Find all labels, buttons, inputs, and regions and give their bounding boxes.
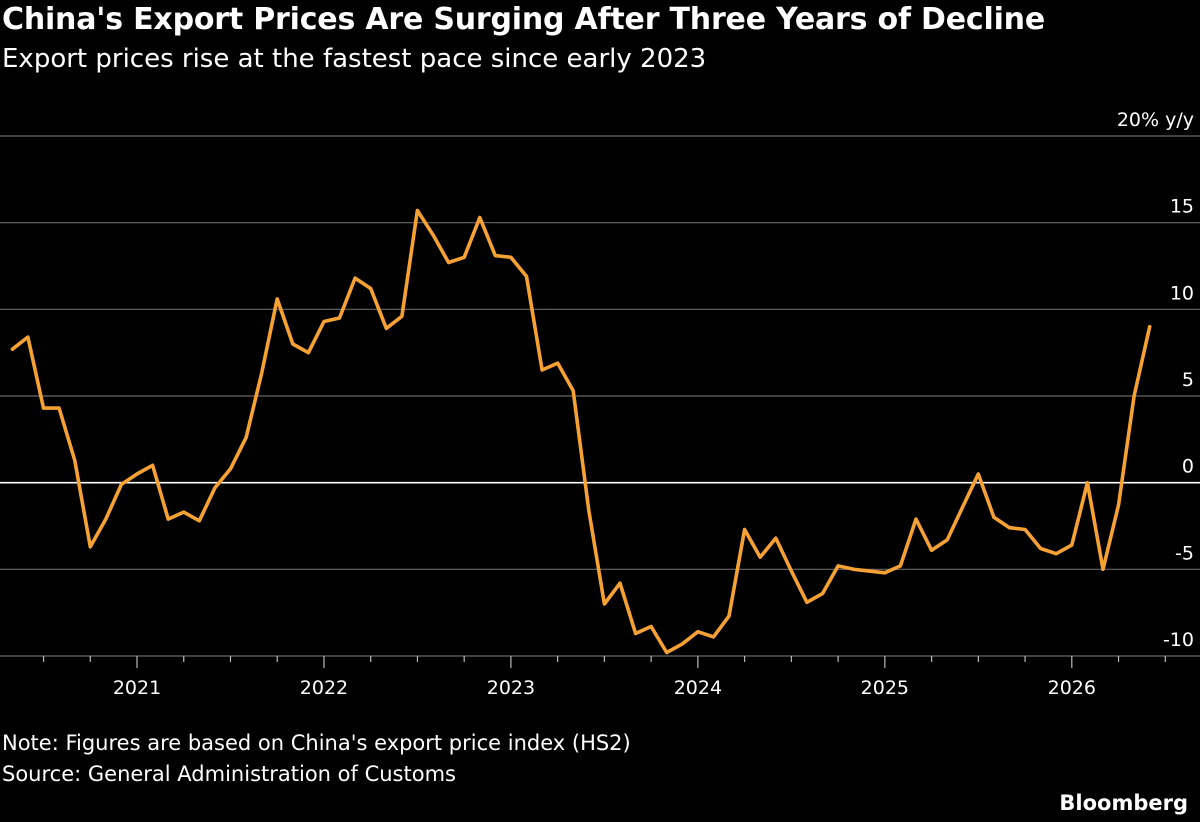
x-tick-label: 2025: [861, 677, 909, 699]
bloomberg-logo: Bloomberg: [1059, 791, 1188, 815]
y-tick-label: -5: [1175, 542, 1194, 564]
chart-note: Note: Figures are based on China's expor…: [2, 731, 631, 755]
y-tick-label: 0: [1182, 456, 1194, 478]
y-tick-label: -10: [1163, 629, 1194, 651]
x-tick-label: 2021: [113, 677, 161, 699]
x-tick-label: 2022: [300, 677, 348, 699]
export-price-line: [10, 208, 1152, 655]
y-axis-ticks: 20% y/y 15 10 5 0 -5 -10: [1117, 109, 1194, 651]
y-tick-label: 20% y/y: [1117, 109, 1194, 131]
x-tick-label: 2023: [487, 677, 535, 699]
gridlines: [0, 135, 1200, 657]
y-tick-label: 5: [1182, 369, 1194, 391]
chart-title: China's Export Prices Are Surging After …: [2, 2, 1045, 37]
series-layer: [10, 208, 1152, 655]
chart-subtitle: Export prices rise at the fastest pace s…: [2, 44, 707, 74]
chart-source: Source: General Administration of Custom…: [2, 762, 456, 786]
x-tick-label: 2026: [1048, 677, 1096, 699]
y-tick-label: 10: [1170, 282, 1194, 304]
x-axis: 2021 2022 2023 2024 2025 2026: [42, 656, 1166, 699]
x-tick-label: 2024: [674, 677, 722, 699]
y-tick-label: 15: [1170, 196, 1194, 218]
